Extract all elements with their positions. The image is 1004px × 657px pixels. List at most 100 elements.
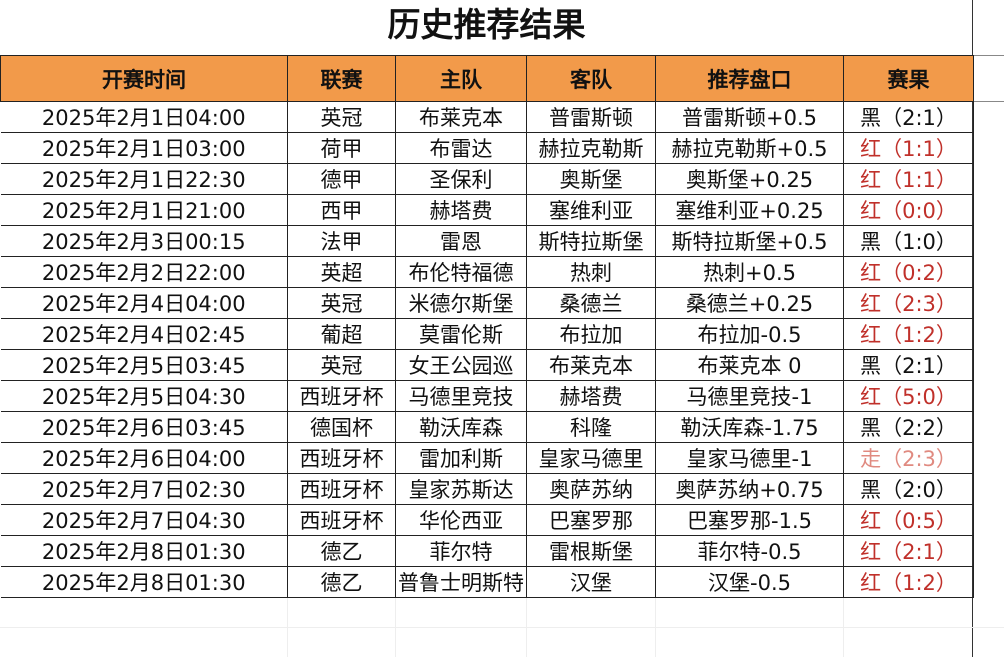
cell-result[interactable]: 红（0:5） (843, 504, 974, 536)
cell-pick[interactable]: 塞维利亚+0.25 (655, 194, 844, 226)
cell-home[interactable]: 普鲁士明斯特 (395, 566, 527, 598)
cell-league[interactable]: 葡超 (287, 318, 396, 350)
cell-pick[interactable]: 巴塞罗那-1.5 (655, 504, 844, 536)
cell-away[interactable]: 巴塞罗那 (526, 504, 656, 536)
cell-time[interactable]: 2025年2月1日22:30 (0, 163, 288, 195)
cell-time[interactable]: 2025年2月1日21:00 (0, 194, 288, 226)
cell-home[interactable]: 皇家苏斯达 (395, 473, 527, 505)
header-league[interactable]: 联赛 (287, 55, 396, 102)
cell-away[interactable]: 科隆 (526, 411, 656, 443)
cell-home[interactable]: 圣保利 (395, 163, 527, 195)
cell-pick[interactable]: 汉堡-0.5 (655, 566, 844, 598)
cell-away[interactable]: 汉堡 (526, 566, 656, 598)
cell-away[interactable]: 布莱克本 (526, 349, 656, 381)
cell-home[interactable]: 女王公园巡 (395, 349, 527, 381)
cell-league[interactable]: 西班牙杯 (287, 504, 396, 536)
header-pick[interactable]: 推荐盘口 (655, 55, 844, 102)
cell-home[interactable]: 布雷达 (395, 132, 527, 164)
cell-home[interactable]: 勒沃库森 (395, 411, 527, 443)
cell-away[interactable]: 赫拉克勒斯 (526, 132, 656, 164)
cell-away[interactable]: 奥斯堡 (526, 163, 656, 195)
cell-pick[interactable]: 布拉加-0.5 (655, 318, 844, 350)
cell-league[interactable]: 英冠 (287, 287, 396, 319)
cell-time[interactable]: 2025年2月7日02:30 (0, 473, 288, 505)
cell-pick[interactable]: 热刺+0.5 (655, 256, 844, 288)
cell-league[interactable]: 荷甲 (287, 132, 396, 164)
cell-home[interactable]: 华伦西亚 (395, 504, 527, 536)
cell-time[interactable]: 2025年2月3日00:15 (0, 225, 288, 257)
cell-away[interactable]: 热刺 (526, 256, 656, 288)
cell-pick[interactable]: 勒沃库森-1.75 (655, 411, 844, 443)
cell-result[interactable]: 红（0:0） (843, 194, 974, 226)
header-time[interactable]: 开赛时间 (0, 55, 288, 102)
cell-away[interactable]: 斯特拉斯堡 (526, 225, 656, 257)
cell-away[interactable]: 皇家马德里 (526, 442, 656, 474)
cell-pick[interactable]: 赫拉克勒斯+0.5 (655, 132, 844, 164)
cell-home[interactable]: 布莱克本 (395, 101, 527, 133)
cell-result[interactable]: 红（1:1） (843, 132, 974, 164)
cell-league[interactable]: 德甲 (287, 163, 396, 195)
cell-pick[interactable]: 桑德兰+0.25 (655, 287, 844, 319)
cell-away[interactable]: 塞维利亚 (526, 194, 656, 226)
cell-pick[interactable]: 皇家马德里-1 (655, 442, 844, 474)
cell-home[interactable]: 雷加利斯 (395, 442, 527, 474)
cell-pick[interactable]: 菲尔特-0.5 (655, 535, 844, 567)
cell-pick[interactable]: 奥斯堡+0.25 (655, 163, 844, 195)
cell-pick[interactable]: 普雷斯顿+0.5 (655, 101, 844, 133)
cell-time[interactable]: 2025年2月6日04:00 (0, 442, 288, 474)
cell-home[interactable]: 莫雷伦斯 (395, 318, 527, 350)
cell-time[interactable]: 2025年2月8日01:30 (0, 566, 288, 598)
cell-away[interactable]: 赫塔费 (526, 380, 656, 412)
cell-away[interactable]: 桑德兰 (526, 287, 656, 319)
cell-league[interactable]: 德乙 (287, 566, 396, 598)
cell-pick[interactable]: 奥萨苏纳+0.75 (655, 473, 844, 505)
cell-result[interactable]: 红（0:2） (843, 256, 974, 288)
cell-result[interactable]: 黑（2:1） (843, 349, 974, 381)
cell-league[interactable]: 英超 (287, 256, 396, 288)
cell-time[interactable]: 2025年2月1日04:00 (0, 101, 288, 133)
cell-home[interactable]: 赫塔费 (395, 194, 527, 226)
cell-result[interactable]: 走（2:3） (843, 442, 974, 474)
cell-home[interactable]: 菲尔特 (395, 535, 527, 567)
cell-home[interactable]: 米德尔斯堡 (395, 287, 527, 319)
cell-away[interactable]: 普雷斯顿 (526, 101, 656, 133)
cell-league[interactable]: 英冠 (287, 101, 396, 133)
cell-time[interactable]: 2025年2月2日22:00 (0, 256, 288, 288)
cell-home[interactable]: 布伦特福德 (395, 256, 527, 288)
cell-result[interactable]: 红（1:1） (843, 163, 974, 195)
cell-home[interactable]: 马德里竞技 (395, 380, 527, 412)
cell-league[interactable]: 西班牙杯 (287, 442, 396, 474)
cell-time[interactable]: 2025年2月4日04:00 (0, 287, 288, 319)
cell-time[interactable]: 2025年2月8日01:30 (0, 535, 288, 567)
cell-result[interactable]: 红（2:3） (843, 287, 974, 319)
cell-time[interactable]: 2025年2月1日03:00 (0, 132, 288, 164)
cell-league[interactable]: 西甲 (287, 194, 396, 226)
cell-time[interactable]: 2025年2月4日02:45 (0, 318, 288, 350)
cell-pick[interactable]: 斯特拉斯堡+0.5 (655, 225, 844, 257)
cell-result[interactable]: 黑（2:0） (843, 473, 974, 505)
cell-league[interactable]: 英冠 (287, 349, 396, 381)
cell-league[interactable]: 德国杯 (287, 411, 396, 443)
cell-league[interactable]: 西班牙杯 (287, 473, 396, 505)
cell-away[interactable]: 布拉加 (526, 318, 656, 350)
cell-result[interactable]: 红（2:1） (843, 535, 974, 567)
cell-time[interactable]: 2025年2月5日04:30 (0, 380, 288, 412)
header-result[interactable]: 赛果 (843, 55, 974, 102)
cell-away[interactable]: 奥萨苏纳 (526, 473, 656, 505)
cell-result[interactable]: 黑（2:2） (843, 411, 974, 443)
cell-league[interactable]: 德乙 (287, 535, 396, 567)
cell-result[interactable]: 红（1:2） (843, 566, 974, 598)
cell-home[interactable]: 雷恩 (395, 225, 527, 257)
cell-time[interactable]: 2025年2月7日04:30 (0, 504, 288, 536)
cell-pick[interactable]: 布莱克本 0 (655, 349, 844, 381)
header-home[interactable]: 主队 (395, 55, 527, 102)
cell-pick[interactable]: 马德里竞技-1 (655, 380, 844, 412)
cell-time[interactable]: 2025年2月6日03:45 (0, 411, 288, 443)
cell-result[interactable]: 红（1:2） (843, 318, 974, 350)
cell-league[interactable]: 法甲 (287, 225, 396, 257)
header-away[interactable]: 客队 (526, 55, 656, 102)
cell-result[interactable]: 黑（1:0） (843, 225, 974, 257)
cell-away[interactable]: 雷根斯堡 (526, 535, 656, 567)
cell-result[interactable]: 红（5:0） (843, 380, 974, 412)
cell-result[interactable]: 黑（2:1） (843, 101, 974, 133)
